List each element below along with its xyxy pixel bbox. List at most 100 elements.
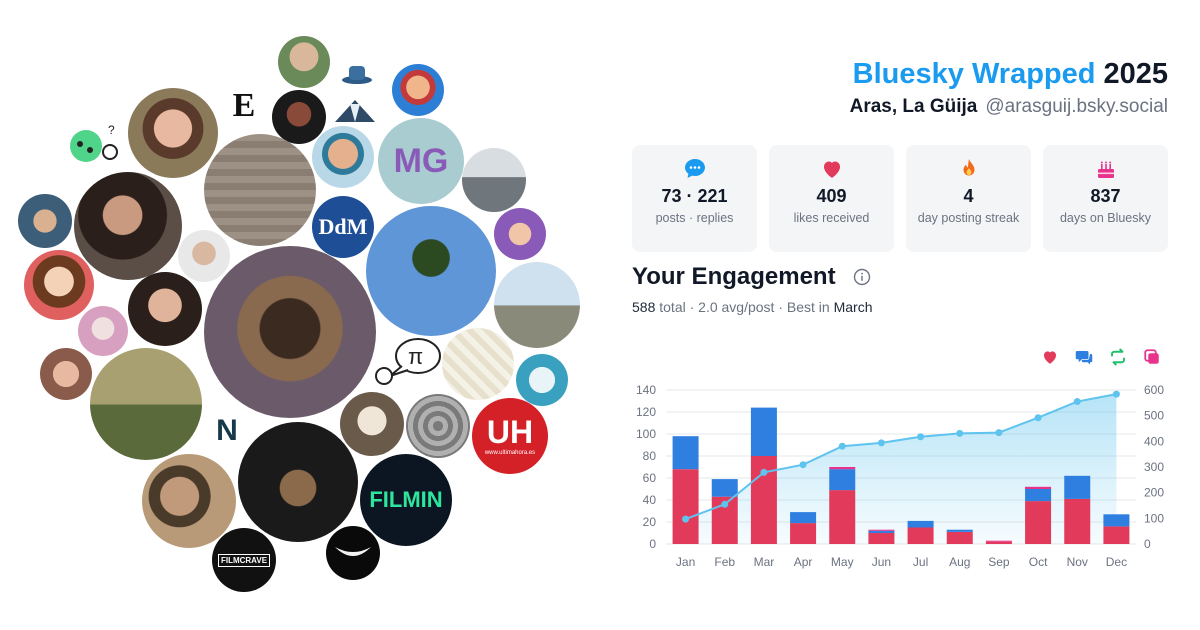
x-tick-label: Dec [1106,555,1127,569]
y-tick-right: 0 [1144,537,1151,551]
speech-bubble-icon [684,159,705,178]
avatar[interactable] [204,246,376,418]
hat-icon[interactable] [340,60,374,88]
stat-caption: posts · replies [655,211,734,225]
alien-sticker-icon[interactable]: ? [66,124,128,166]
bar-likes [907,527,934,544]
y-tick-left: 100 [636,427,656,441]
stat-value: 73 · 221 [661,186,728,206]
pi-speech-icon[interactable]: π [372,336,442,388]
avatar[interactable] [442,328,514,400]
avatar[interactable] [18,194,72,248]
avatar-filmcrave[interactable]: FILMCRAVE [212,528,276,592]
avatar[interactable] [128,88,218,178]
suit-figure-icon[interactable] [330,92,380,126]
avatar[interactable] [238,422,358,542]
stat-caption: day posting streak [917,211,1020,225]
avatar-ddm[interactable]: DdM [312,196,374,258]
avatar[interactable] [78,306,128,356]
reply-icon[interactable] [1075,348,1093,366]
x-tick-label: Jun [872,555,891,569]
avatar[interactable] [128,272,202,346]
cumulative-point [877,439,885,447]
cumulative-area [685,394,1117,544]
bar-likes [1103,526,1130,544]
stat-card-posts: 73 · 221 posts · replies [632,145,757,252]
y-tick-left: 40 [643,493,657,507]
cake-icon [1097,161,1114,178]
x-tick-label: Feb [714,555,735,569]
bar-replies [672,436,699,470]
total-label: total [659,299,686,315]
cumulative-point [760,468,768,476]
cumulative-point [682,515,690,523]
x-tick-label: Mar [754,555,775,569]
avatar-filmin[interactable]: FILMIN [360,454,452,546]
y-tick-left: 80 [643,449,657,463]
question-mark: ? [108,124,115,137]
profile-name: Aras, La Güija [849,96,978,117]
title-year: 2025 [1103,58,1168,90]
stat-caption: likes received [793,211,870,225]
cumulative-point [956,429,964,437]
avatar[interactable] [40,348,92,400]
stat-value: 4 [963,186,974,206]
cumulative-point [1073,398,1081,406]
heart-icon[interactable] [1041,348,1059,366]
brand-title: Bluesky Wrapped [852,58,1096,90]
avatar[interactable] [326,526,380,580]
x-tick-label: Sep [988,555,1010,569]
bar-quotes [829,467,856,470]
bar-replies [946,529,973,532]
avatar-uh[interactable]: UH www.ultimahora.es [472,398,548,474]
avatar[interactable] [406,394,470,458]
avatar[interactable] [204,134,316,246]
engagement-chart: 0 20 40 60 80 100 120 140 0 100 200 300 400 500 600 Jan… [636,383,1164,569]
avatar[interactable] [340,392,404,456]
avatar[interactable] [178,230,230,282]
avatar-mg[interactable]: MG [378,118,464,204]
y-tick-left: 140 [636,383,656,397]
logo-e[interactable]: E [232,87,256,124]
best-label: Best in [786,299,830,315]
bar-replies [711,479,738,497]
cumulative-point [838,442,846,450]
bar-replies [868,530,895,533]
profile-handle[interactable]: @arasguij.bsky.social [985,96,1168,117]
avatar[interactable] [366,206,496,336]
stat-card-streak: 4 day posting streak [906,145,1031,252]
x-tick-label: May [831,555,854,569]
avatar[interactable] [142,454,236,548]
avatar[interactable] [90,348,202,460]
avatar[interactable] [494,262,580,348]
avatar[interactable] [24,250,94,320]
engagement-title: Your Engagement [632,263,836,290]
stat-caption: days on Bluesky [1059,211,1152,225]
avatar[interactable] [278,36,330,88]
quote-icon[interactable] [1143,348,1161,366]
avatar[interactable] [74,172,182,280]
x-tick-label: Oct [1029,555,1048,569]
avatar[interactable] [392,64,444,116]
avatar[interactable] [312,126,374,188]
y-tick-left: 60 [643,471,657,485]
avatar[interactable] [494,208,546,260]
y-tick-left: 0 [649,537,656,551]
cumulative-point [917,433,925,441]
x-tick-label: Apr [794,555,813,569]
profile-subtitle: Aras, La Güija @arasguij.bsky.social [850,96,1168,118]
bar-replies [829,469,856,491]
info-icon[interactable] [853,268,871,286]
stat-value: 409 [816,186,847,206]
repost-icon[interactable] [1109,348,1127,366]
bar-quotes [1025,486,1052,489]
bar-likes [829,490,856,544]
avatar[interactable] [462,148,526,212]
avatar[interactable] [516,354,568,406]
y-tick-right: 100 [1144,511,1164,525]
logo-n[interactable]: N [216,414,238,447]
avatar[interactable] [272,90,326,144]
y-tick-right: 300 [1144,460,1164,474]
y-tick-right: 600 [1144,383,1164,397]
bar-replies [1025,489,1052,502]
